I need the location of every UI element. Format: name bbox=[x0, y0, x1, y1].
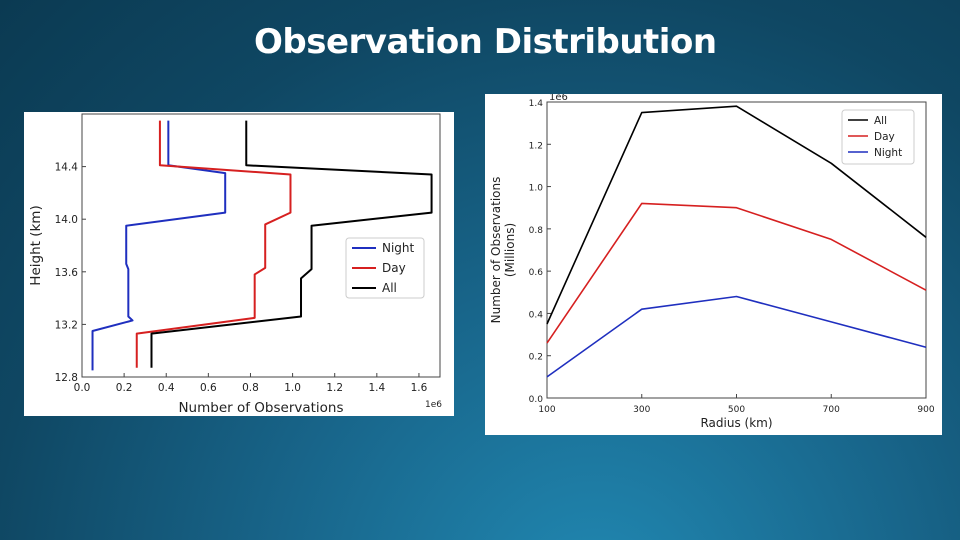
right-chart-panel: 100 300 500 700 900 0.0 0.2 0.4 0.6 0.8 1.0 1.2 1.4 1… bbox=[485, 94, 942, 435]
y-multiplier-label: 1e6 bbox=[549, 94, 568, 103]
series-line-all bbox=[546, 105, 927, 325]
left-chart-panel: 0.0 0.2 0.4 0.6 0.8 1.0 1.2 1.4 1.6 12.8 13.2 13.6 1… bbox=[24, 112, 454, 416]
legend-box bbox=[345, 237, 425, 299]
slide-title: Observation Distribution bbox=[254, 22, 717, 62]
legend-box bbox=[841, 109, 915, 165]
plot-frame bbox=[81, 113, 441, 378]
legend-label: Night bbox=[382, 241, 415, 255]
radius-distribution-chart: 100 300 500 700 900 0.0 0.2 0.4 0.6 0.8 1.0 1.2 1.4 1… bbox=[489, 94, 935, 430]
y-tick-label: 13.6 bbox=[55, 267, 79, 279]
x-multiplier-label: 1e6 bbox=[425, 400, 442, 410]
y-tick-label: 13.2 bbox=[55, 319, 78, 331]
legend-label: Night bbox=[874, 147, 902, 159]
series-line-night bbox=[91, 120, 227, 371]
height-distribution-chart: 0.0 0.2 0.4 0.6 0.8 1.0 1.2 1.4 1.6 12.8 13.2 13.6 1… bbox=[28, 113, 442, 416]
y-tick-label: 1.2 bbox=[529, 141, 543, 151]
series-line-day bbox=[546, 202, 927, 344]
legend-label: Day bbox=[382, 261, 406, 275]
series-line-all bbox=[150, 120, 433, 368]
y-tick-label: 1.0 bbox=[529, 184, 544, 194]
x-tick-label: 1.0 bbox=[284, 382, 301, 394]
x-axis-label: Number of Observations bbox=[178, 400, 343, 416]
x-tick-label: 1.4 bbox=[368, 382, 385, 394]
x-tick-label: 100 bbox=[538, 405, 555, 415]
y-tick-label: 14.0 bbox=[55, 214, 78, 226]
x-tick-label: 1.2 bbox=[326, 382, 343, 394]
y-axis-label: Number of Observations(Millions) bbox=[489, 177, 517, 324]
y-tick-label: 0.6 bbox=[529, 268, 544, 278]
x-tick-label: 1.6 bbox=[411, 382, 428, 394]
legend-label: Day bbox=[874, 131, 895, 143]
x-tick-label: 0.2 bbox=[116, 382, 133, 394]
legend-label: All bbox=[382, 281, 397, 295]
y-axis-label-line: Number of Observations bbox=[489, 177, 503, 324]
x-tick-label: 0.4 bbox=[158, 382, 175, 394]
y-tick-label: 0.0 bbox=[529, 395, 544, 405]
x-axis-label: Radius (km) bbox=[700, 416, 772, 430]
y-tick-label: 0.4 bbox=[529, 310, 544, 320]
series-line-night bbox=[546, 295, 927, 378]
legend-label: All bbox=[874, 115, 887, 127]
x-tick-label: 700 bbox=[823, 405, 840, 415]
x-tick-label: 0.8 bbox=[242, 382, 259, 394]
y-axis-label-line: (Millions) bbox=[503, 223, 517, 277]
y-axis-label: Height (km) bbox=[28, 205, 44, 285]
series-line-day bbox=[135, 120, 292, 368]
y-tick-label: 12.8 bbox=[55, 372, 78, 384]
x-tick-label: 500 bbox=[728, 405, 745, 415]
x-tick-label: 0.6 bbox=[200, 382, 217, 394]
x-tick-label: 300 bbox=[633, 405, 650, 415]
y-tick-label: 1.4 bbox=[529, 99, 544, 109]
x-tick-label: 0.0 bbox=[74, 382, 91, 394]
y-axis-label-line: Height (km) bbox=[28, 205, 44, 285]
x-tick-label: 900 bbox=[917, 405, 934, 415]
y-tick-label: 14.4 bbox=[55, 162, 79, 174]
y-tick-label: 0.2 bbox=[529, 353, 543, 363]
y-tick-label: 0.8 bbox=[529, 226, 544, 236]
